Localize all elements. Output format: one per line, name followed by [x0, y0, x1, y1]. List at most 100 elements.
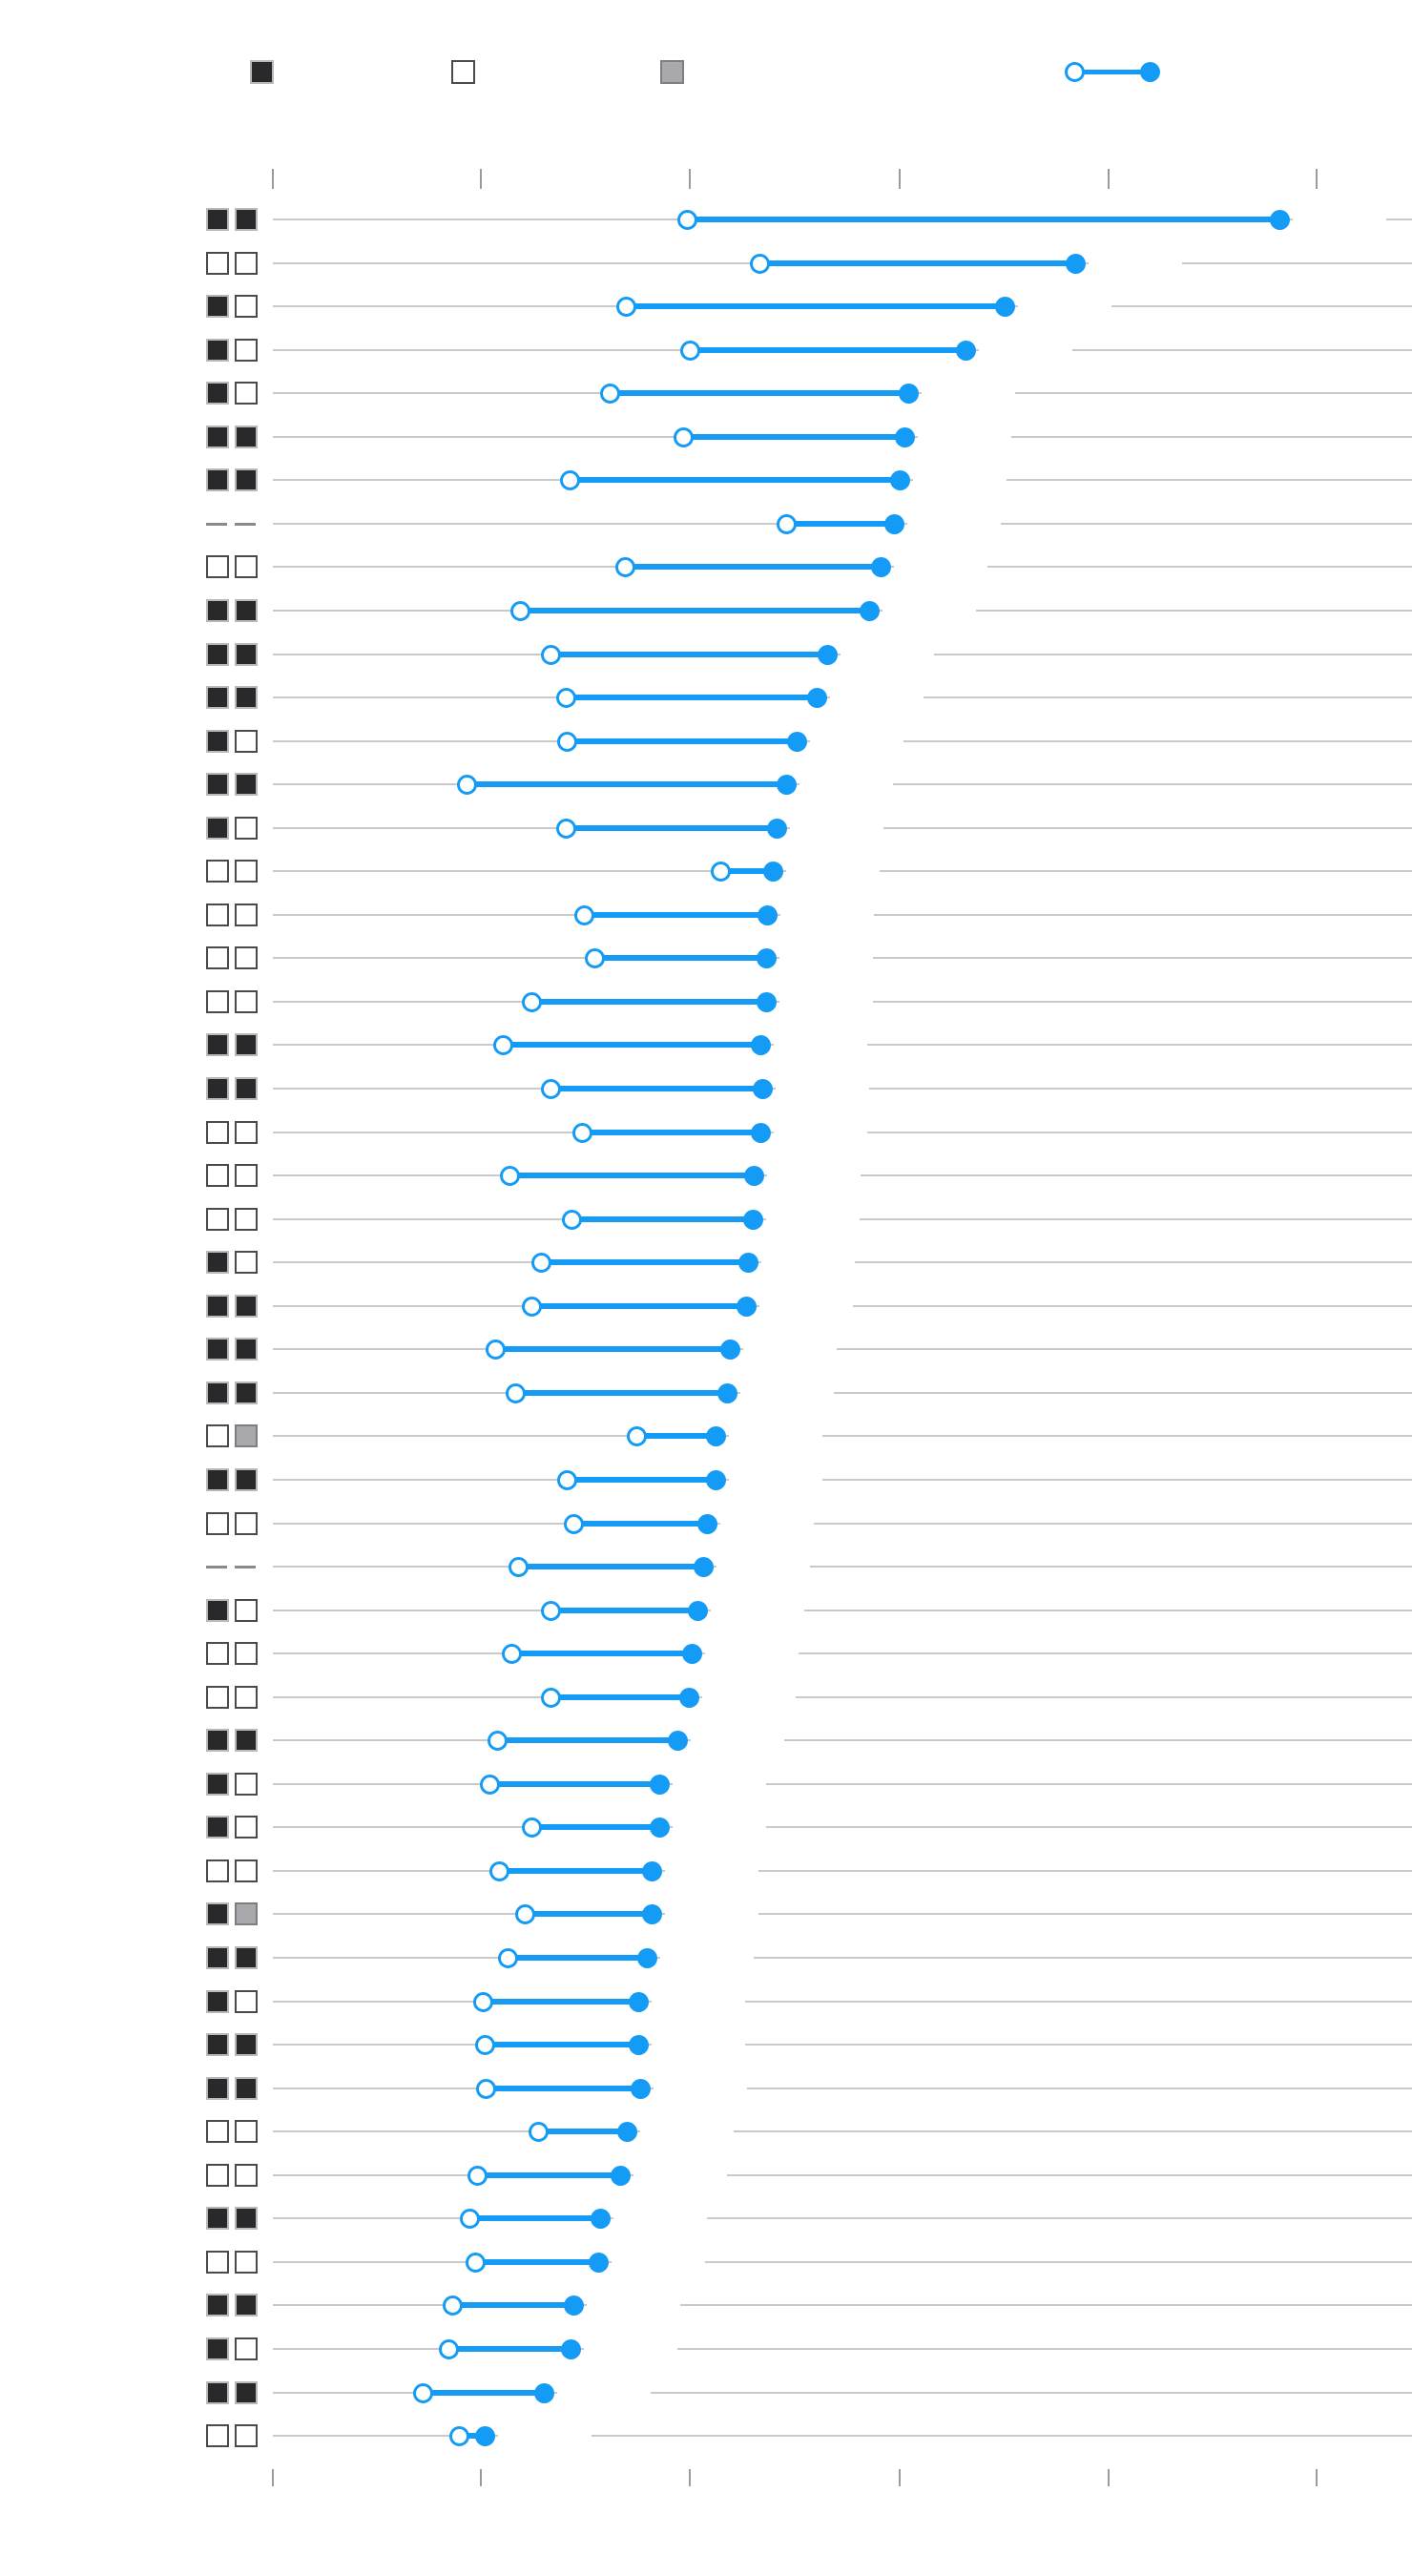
row-marker-open-square-icon	[235, 1121, 258, 1144]
row-marker-gray-square-icon	[235, 1902, 258, 1925]
chart-row	[0, 2371, 1412, 2415]
range-bar	[567, 738, 797, 744]
range-start-marker	[497, 1947, 518, 1968]
chart-row	[0, 415, 1412, 459]
row-marker-filled-square-icon	[235, 2033, 258, 2056]
range-bar	[538, 2129, 627, 2134]
range-start-marker	[673, 426, 694, 447]
row-marker-open-square-icon	[235, 1599, 258, 1622]
range-end-marker	[563, 2295, 584, 2316]
row-marker-filled-square-icon	[206, 686, 229, 709]
range-start-marker	[467, 2165, 488, 2186]
row-baseline	[273, 1348, 1412, 1350]
row-label-gap	[612, 2257, 705, 2267]
range-bar	[511, 1651, 692, 1656]
range-end-marker	[766, 818, 787, 839]
chart-row	[0, 502, 1412, 546]
chart-row	[0, 1023, 1412, 1067]
row-marker-open-square-icon	[235, 1512, 258, 1535]
chart-row	[0, 1892, 1412, 1936]
row-marker-filled-square-icon	[206, 295, 229, 318]
row-marker-filled-square-icon	[235, 2207, 258, 2230]
range-start-marker	[540, 1600, 561, 1621]
range-end-marker	[756, 991, 777, 1012]
row-marker-open-square-icon	[235, 295, 258, 318]
row-baseline	[273, 2001, 1412, 2003]
range-start-marker	[472, 1991, 493, 2012]
row-marker-open-square-icon	[235, 860, 258, 883]
range-end-marker	[628, 1991, 649, 2012]
row-label-gap	[584, 2344, 677, 2354]
range-bar	[423, 2390, 544, 2396]
range-end-marker	[560, 2338, 581, 2359]
range-end-marker	[955, 340, 976, 361]
range-end-marker	[588, 2252, 609, 2273]
row-baseline	[273, 1610, 1412, 1611]
range-start-marker	[521, 1817, 542, 1838]
range-end-marker	[894, 426, 915, 447]
row-baseline	[273, 2261, 1412, 2263]
row-baseline	[273, 1870, 1412, 1872]
chart-row	[0, 328, 1412, 372]
range-bar	[610, 390, 908, 396]
row-label-gap	[1018, 301, 1111, 311]
row-marker-open-square-icon	[235, 2120, 258, 2143]
row-label-gap	[1293, 215, 1386, 224]
range-bar	[571, 1216, 753, 1222]
row-marker-filled-square-icon	[235, 599, 258, 622]
row-marker-filled-square-icon	[206, 1599, 229, 1622]
range-start-marker	[676, 209, 697, 230]
chart-row	[0, 1805, 1412, 1849]
row-label-gap	[660, 1953, 754, 1963]
range-start-marker	[559, 469, 580, 490]
row-marker-filled-square-icon	[206, 773, 229, 796]
range-end-marker	[616, 2121, 637, 2142]
range-end-marker	[1269, 209, 1290, 230]
top-axis-tick-4	[1108, 169, 1110, 189]
chart-row	[0, 633, 1412, 676]
range-start-marker	[508, 1556, 529, 1577]
chart-row	[0, 1762, 1412, 1806]
range-bar	[448, 2346, 571, 2352]
row-marker-filled-square-icon	[235, 426, 258, 448]
range-end-marker	[994, 296, 1015, 317]
row-marker-open-square-icon	[235, 555, 258, 578]
range-start-marker	[521, 1296, 542, 1317]
range-end-marker	[649, 1817, 670, 1838]
row-marker-open-square-icon	[235, 904, 258, 926]
range-end-marker	[630, 2078, 651, 2099]
range-bar	[625, 564, 881, 570]
range-bar	[759, 260, 1075, 266]
row-label-gap	[776, 1084, 869, 1093]
chart-row	[0, 1502, 1412, 1546]
chart-row	[0, 1327, 1412, 1371]
row-marker-filled-square-icon	[235, 1033, 258, 1056]
row-marker-open-square-icon	[206, 2251, 229, 2274]
range-bar	[786, 521, 894, 527]
range-bar	[573, 1521, 707, 1527]
row-marker-filled-square-icon	[206, 468, 229, 491]
row-label-gap	[711, 1606, 804, 1615]
legend-range-end-icon	[1139, 61, 1160, 82]
range-start-marker	[487, 1730, 508, 1751]
row-marker-open-square-icon	[235, 1251, 258, 1274]
range-end-marker	[667, 1730, 688, 1751]
row-marker-open-square-icon	[235, 2251, 258, 2274]
range-start-marker	[459, 2208, 480, 2229]
range-end-marker	[610, 2165, 631, 2186]
row-label-gap	[786, 866, 880, 876]
row-marker-open-square-icon	[206, 1859, 229, 1882]
row-marker-open-square-icon	[206, 1208, 229, 1231]
range-bar	[499, 1868, 652, 1874]
range-start-marker	[475, 2078, 496, 2099]
chart-row	[0, 284, 1412, 328]
range-bar	[550, 652, 827, 657]
range-start-marker	[456, 774, 477, 795]
row-label-gap	[810, 737, 903, 746]
range-end-marker	[889, 469, 910, 490]
range-start-marker	[563, 1513, 584, 1534]
range-end-marker	[737, 1252, 758, 1273]
row-baseline	[273, 1392, 1412, 1394]
top-axis-tick-2	[689, 169, 691, 189]
range-end-marker	[693, 1556, 714, 1577]
